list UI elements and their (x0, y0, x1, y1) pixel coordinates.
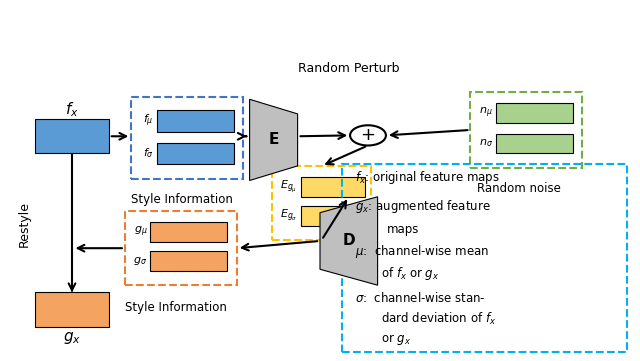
Text: $n_\mu$: $n_\mu$ (479, 106, 493, 120)
Text: $\sigma$:  channel-wise stan-: $\sigma$: channel-wise stan- (355, 291, 486, 305)
Text: $f_\sigma$: $f_\sigma$ (143, 147, 154, 160)
Bar (342, 164, 627, 352)
Text: Restyle: Restyle (18, 201, 31, 247)
Text: $\mu$:  channel-wise mean: $\mu$: channel-wise mean (355, 243, 490, 260)
Text: Random noise: Random noise (477, 182, 561, 195)
Bar (301, 177, 365, 197)
Bar (131, 97, 243, 179)
Bar (125, 211, 237, 285)
Text: $g_x$: augmented feature: $g_x$: augmented feature (355, 198, 491, 215)
Text: $g_x$: $g_x$ (63, 330, 81, 345)
Text: $f_x$: original feature maps: $f_x$: original feature maps (355, 169, 500, 186)
Bar (496, 103, 573, 123)
Text: $E_{g_\sigma}$: $E_{g_\sigma}$ (280, 208, 298, 224)
Text: Style Information: Style Information (131, 193, 233, 206)
Text: $E_{g_\mu}$: $E_{g_\mu}$ (280, 179, 298, 195)
Text: D: D (342, 234, 355, 248)
Text: $+$: $+$ (360, 126, 376, 144)
Polygon shape (320, 197, 378, 285)
Bar (35, 292, 109, 327)
Text: $f_\mu$: $f_\mu$ (143, 113, 154, 129)
Bar (35, 119, 109, 153)
Text: or $g_x$: or $g_x$ (381, 332, 411, 347)
Bar (272, 166, 371, 240)
Text: $g_\sigma$: $g_\sigma$ (133, 255, 147, 267)
Text: Style Information: Style Information (125, 301, 227, 314)
Text: Random Perturb: Random Perturb (298, 62, 399, 75)
Text: $g_\mu$: $g_\mu$ (134, 225, 147, 239)
Bar (301, 206, 365, 226)
Bar (150, 251, 227, 271)
Bar (496, 134, 573, 153)
Text: E: E (268, 132, 279, 147)
Text: $n_\sigma$: $n_\sigma$ (479, 138, 493, 149)
Bar (157, 110, 234, 132)
Bar (150, 222, 227, 242)
Text: of $f_x$ or $g_x$: of $f_x$ or $g_x$ (381, 265, 439, 282)
Text: dard deviation of $f_x$: dard deviation of $f_x$ (381, 310, 496, 327)
Bar (157, 143, 234, 164)
Text: $f_x$: $f_x$ (65, 101, 79, 119)
Text: maps: maps (387, 223, 420, 236)
Polygon shape (250, 99, 298, 180)
Bar (470, 92, 582, 168)
